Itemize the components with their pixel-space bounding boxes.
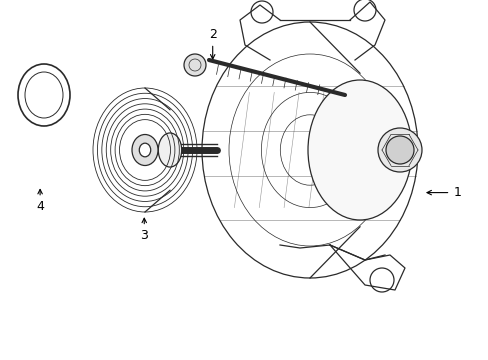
- Circle shape: [377, 128, 421, 172]
- Ellipse shape: [132, 135, 158, 166]
- Text: 4: 4: [36, 189, 44, 213]
- Ellipse shape: [139, 143, 150, 157]
- Text: 1: 1: [426, 186, 460, 199]
- Text: 3: 3: [140, 218, 148, 242]
- Ellipse shape: [158, 133, 182, 167]
- Circle shape: [183, 54, 205, 76]
- Ellipse shape: [307, 80, 411, 220]
- Text: 2: 2: [208, 28, 216, 59]
- Circle shape: [385, 136, 413, 164]
